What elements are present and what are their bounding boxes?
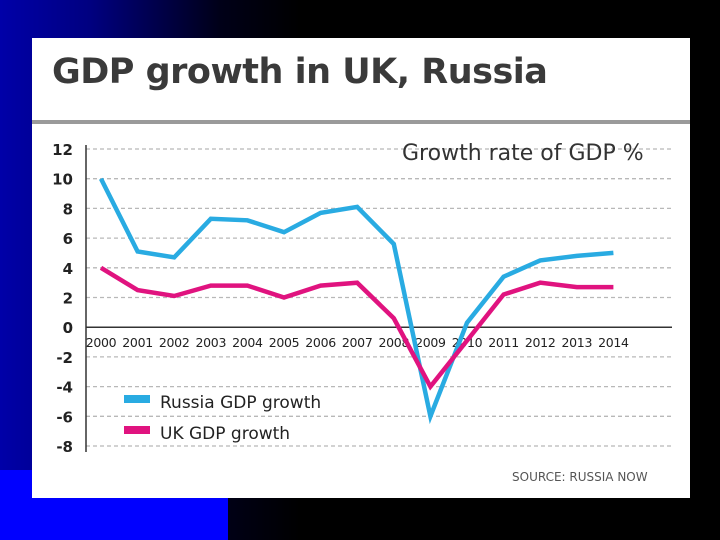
x-tick-label: 2011: [488, 335, 519, 350]
chart-title: GDP growth in UK, Russia: [52, 52, 548, 92]
y-tick-label: 8: [63, 200, 73, 218]
y-tick-label: -4: [56, 379, 73, 397]
x-tick-label: 2012: [525, 335, 556, 350]
legend-swatch-russia: [124, 395, 150, 403]
legend-swatch-uk: [124, 426, 150, 434]
x-tick-label: 2003: [195, 335, 226, 350]
x-tick-label: 2014: [598, 335, 629, 350]
y-tick-label: 6: [63, 230, 73, 248]
y-tick-label: -8: [56, 438, 73, 456]
x-tick-label: 2005: [269, 335, 300, 350]
chart-card: GDP growth in UK, Russia 12 10 8 6 4 2 0 -2 -4 -6…: [32, 38, 690, 498]
x-tick-label: 2008: [378, 335, 409, 350]
x-tick-label: 2004: [232, 335, 263, 350]
x-tick-labels: 2000 2001 2002 2003 2004 2005 2006 2007 2008 2009…: [86, 335, 630, 350]
legend: Russia GDP growth UK GDP growth: [124, 393, 321, 444]
x-tick-label: 2013: [561, 335, 592, 350]
y-tick-label: 12: [52, 141, 73, 159]
source-note: SOURCE: RUSSIA NOW: [512, 470, 648, 484]
y-tick-label: 2: [63, 290, 73, 308]
x-tick-label: 2002: [159, 335, 190, 350]
y-tick-label: 10: [52, 171, 73, 189]
russia-gdp-line: [98, 177, 614, 425]
axes: [85, 145, 672, 452]
y-tick-label: 4: [63, 260, 73, 278]
x-tick-label: 2009: [415, 335, 446, 350]
x-tick-label: 2006: [305, 335, 336, 350]
x-tick-label: 2001: [122, 335, 153, 350]
x-tick-label: 2000: [86, 335, 117, 350]
chart-subtitle: Growth rate of GDP %: [402, 141, 644, 166]
series-lines: [98, 177, 614, 425]
title-divider: [32, 120, 690, 124]
uk-gdp-line: [99, 265, 614, 391]
y-tick-label: -6: [56, 408, 73, 426]
y-tick-label: -2: [56, 349, 73, 367]
x-tick-label: 2007: [342, 335, 373, 350]
y-tick-label: 0: [63, 319, 73, 337]
legend-label-uk: UK GDP growth: [160, 424, 290, 444]
legend-label-russia: Russia GDP growth: [160, 393, 321, 413]
y-tick-labels: 12 10 8 6 4 2 0 -2 -4 -6 -8: [52, 141, 73, 456]
